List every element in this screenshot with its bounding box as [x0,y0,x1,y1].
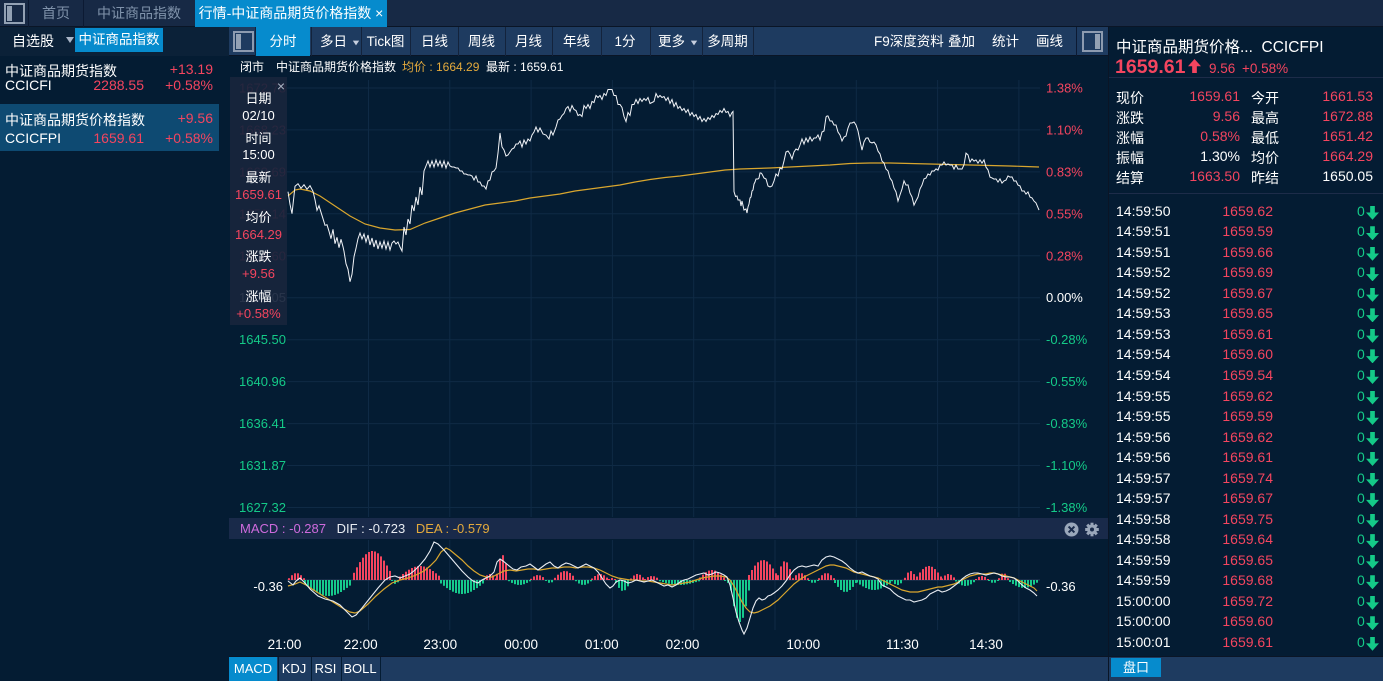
svg-text:1636.41: 1636.41 [239,416,286,431]
svg-text:-0.36: -0.36 [1046,579,1076,594]
svg-text:22:00: 22:00 [344,637,378,652]
svg-text:11:30: 11:30 [886,637,919,652]
svg-text:-1.38%: -1.38% [1046,500,1088,515]
svg-text:1631.87: 1631.87 [239,458,286,473]
svg-text:-0.55%: -0.55% [1046,374,1088,389]
svg-text:00:00: 00:00 [504,637,538,652]
svg-text:21:00: 21:00 [268,637,302,652]
svg-text:1640.96: 1640.96 [239,374,286,389]
svg-text:1.10%: 1.10% [1046,122,1083,137]
svg-text:02:00: 02:00 [666,637,700,652]
svg-text:0.55%: 0.55% [1046,206,1083,221]
svg-text:0.28%: 0.28% [1046,248,1083,263]
svg-text:10:00: 10:00 [786,637,820,652]
svg-text:-0.83%: -0.83% [1046,416,1088,431]
svg-text:1.38%: 1.38% [1046,81,1083,96]
svg-text:1627.32: 1627.32 [239,500,286,515]
svg-text:-0.28%: -0.28% [1046,332,1088,347]
svg-text:0.00%: 0.00% [1046,290,1083,305]
svg-text:0.83%: 0.83% [1046,164,1083,179]
svg-text:-1.10%: -1.10% [1046,458,1088,473]
svg-text:01:00: 01:00 [585,637,619,652]
svg-text:14:30: 14:30 [969,637,1003,652]
svg-text:1645.50: 1645.50 [239,332,286,347]
svg-text:-0.36: -0.36 [253,579,283,594]
svg-text:23:00: 23:00 [423,637,457,652]
